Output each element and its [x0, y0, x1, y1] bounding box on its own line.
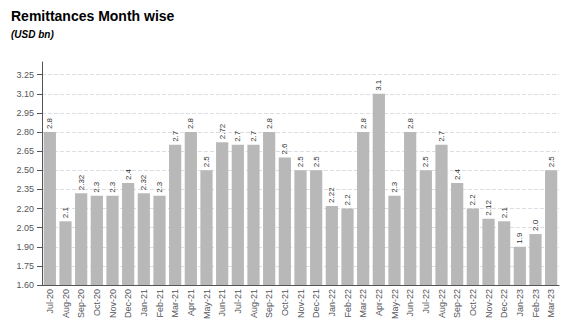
svg-text:Jul-20: Jul-20	[45, 289, 55, 314]
svg-text:2.0: 2.0	[531, 219, 540, 231]
svg-text:2.95: 2.95	[16, 108, 34, 118]
svg-text:Jun-22: Jun-22	[405, 289, 415, 317]
svg-text:Dec-21: Dec-21	[311, 289, 321, 318]
svg-text:2.4: 2.4	[124, 168, 133, 180]
svg-text:2.72: 2.72	[218, 123, 227, 139]
svg-text:2.20: 2.20	[16, 204, 34, 214]
svg-text:Oct-22: Oct-22	[468, 289, 478, 316]
svg-text:2.3: 2.3	[92, 181, 101, 193]
svg-text:Nov-20: Nov-20	[108, 289, 118, 318]
svg-text:3.10: 3.10	[16, 89, 34, 99]
svg-text:May-22: May-22	[390, 289, 400, 319]
svg-text:1.9: 1.9	[515, 232, 524, 244]
svg-text:2.5: 2.5	[202, 156, 211, 168]
svg-text:2.8: 2.8	[406, 117, 415, 129]
svg-text:3.1: 3.1	[374, 79, 383, 91]
svg-text:1.90: 1.90	[16, 242, 34, 252]
svg-text:2.05: 2.05	[16, 223, 34, 233]
svg-text:May-21: May-21	[202, 289, 212, 319]
svg-text:2.2: 2.2	[343, 194, 352, 206]
svg-text:Jul-21: Jul-21	[233, 289, 243, 314]
svg-text:Jan-22: Jan-22	[327, 289, 337, 317]
svg-text:2.5: 2.5	[312, 156, 321, 168]
svg-text:Mar-21: Mar-21	[170, 289, 180, 318]
svg-text:2.8: 2.8	[359, 117, 368, 129]
svg-text:2.80: 2.80	[16, 127, 34, 137]
svg-text:2.1: 2.1	[61, 207, 70, 219]
svg-text:Mar-23: Mar-23	[546, 289, 556, 318]
svg-text:(USD bn): (USD bn)	[11, 29, 54, 40]
svg-text:Jun-21: Jun-21	[217, 289, 227, 317]
svg-text:2.50: 2.50	[16, 165, 34, 175]
svg-text:2.4: 2.4	[453, 168, 462, 180]
svg-text:1.60: 1.60	[16, 280, 34, 290]
svg-text:Remittances Month wise: Remittances Month wise	[11, 8, 175, 24]
svg-text:2.32: 2.32	[77, 174, 86, 190]
svg-text:Sep-20: Sep-20	[76, 289, 86, 318]
svg-text:2.12: 2.12	[484, 200, 493, 216]
svg-text:Apr-22: Apr-22	[374, 289, 384, 316]
svg-text:Jan-23: Jan-23	[515, 289, 525, 317]
svg-text:2.1: 2.1	[500, 207, 509, 219]
svg-text:Dec-22: Dec-22	[499, 289, 509, 318]
svg-text:Sep-22: Sep-22	[452, 289, 462, 318]
svg-text:2.32: 2.32	[139, 174, 148, 190]
svg-text:2.7: 2.7	[171, 130, 180, 142]
svg-text:2.35: 2.35	[16, 184, 34, 194]
svg-text:2.5: 2.5	[421, 156, 430, 168]
svg-text:Nov-21: Nov-21	[296, 289, 306, 318]
svg-text:2.7: 2.7	[437, 130, 446, 142]
svg-text:Aug-20: Aug-20	[61, 289, 71, 318]
svg-text:Oct-21: Oct-21	[280, 289, 290, 316]
svg-text:Sep-21: Sep-21	[264, 289, 274, 318]
svg-text:Feb-21: Feb-21	[155, 289, 165, 318]
svg-text:Oct-20: Oct-20	[92, 289, 102, 316]
svg-text:Aug-21: Aug-21	[249, 289, 259, 318]
svg-text:2.3: 2.3	[155, 181, 164, 193]
svg-text:Nov-22: Nov-22	[484, 289, 494, 318]
svg-text:2.5: 2.5	[547, 156, 556, 168]
svg-text:2.8: 2.8	[186, 117, 195, 129]
svg-text:Apr-21: Apr-21	[186, 289, 196, 316]
svg-text:2.6: 2.6	[280, 143, 289, 155]
svg-text:2.65: 2.65	[16, 146, 34, 156]
svg-text:3.25: 3.25	[16, 70, 34, 80]
svg-text:1.75: 1.75	[16, 261, 34, 271]
svg-text:2.22: 2.22	[327, 187, 336, 203]
svg-text:Jul-22: Jul-22	[421, 289, 431, 314]
svg-text:2.7: 2.7	[233, 130, 242, 142]
svg-text:Aug-22: Aug-22	[437, 289, 447, 318]
svg-text:Mar-22: Mar-22	[358, 289, 368, 318]
svg-text:2.5: 2.5	[296, 156, 305, 168]
svg-text:2.2: 2.2	[468, 194, 477, 206]
svg-text:2.7: 2.7	[249, 130, 258, 142]
svg-text:2.3: 2.3	[390, 181, 399, 193]
svg-text:2.3: 2.3	[108, 181, 117, 193]
svg-text:Feb-22: Feb-22	[343, 289, 353, 318]
svg-text:Dec-20: Dec-20	[123, 289, 133, 318]
svg-text:Jan-21: Jan-21	[139, 289, 149, 317]
svg-text:2.8: 2.8	[265, 117, 274, 129]
svg-text:Feb-23: Feb-23	[531, 289, 541, 318]
svg-text:2.8: 2.8	[45, 117, 54, 129]
